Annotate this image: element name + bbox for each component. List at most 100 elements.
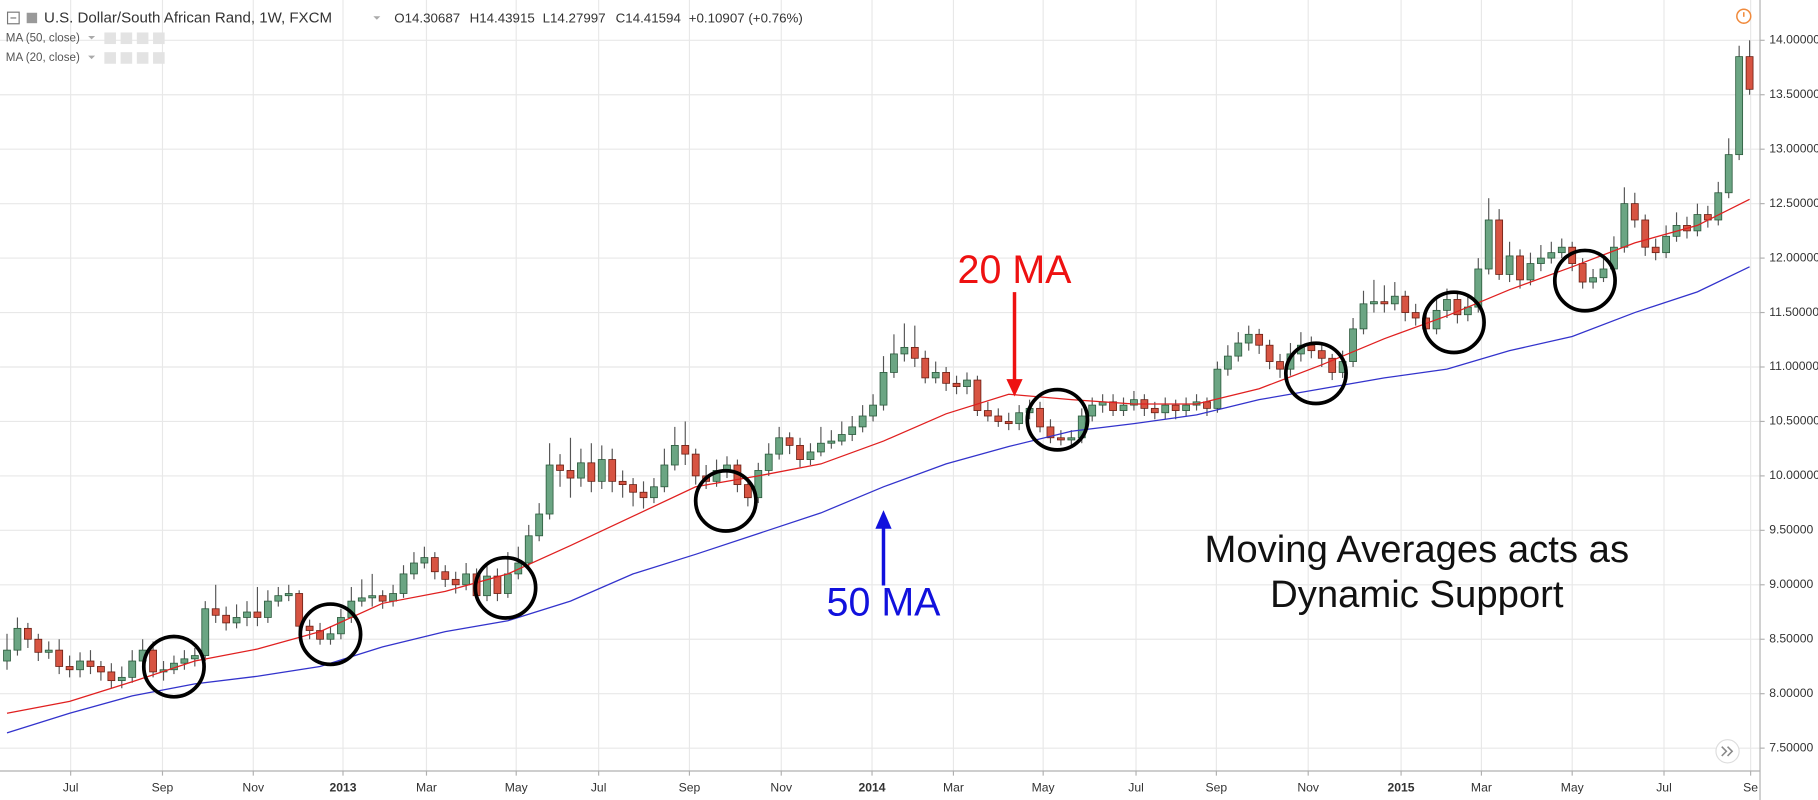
candle-body bbox=[931, 372, 940, 379]
candle-body bbox=[357, 597, 366, 602]
candle-body bbox=[775, 437, 784, 455]
support-circle bbox=[693, 468, 758, 533]
candle-body bbox=[597, 459, 606, 482]
candle-body bbox=[1171, 404, 1180, 411]
candle-body bbox=[128, 660, 137, 678]
candle-body bbox=[900, 346, 909, 355]
legend-icon[interactable] bbox=[104, 52, 116, 64]
candle-body bbox=[284, 593, 293, 597]
legend-icon[interactable] bbox=[120, 52, 133, 64]
symbol-title[interactable]: U.S. Dollar/South African Rand, 1W, FXCM bbox=[44, 10, 332, 27]
x-tick-label: Mar bbox=[416, 781, 437, 795]
x-tick-label: May bbox=[1032, 781, 1056, 795]
candle-body bbox=[1724, 154, 1733, 194]
candle-body bbox=[1662, 235, 1670, 254]
candle-body bbox=[316, 630, 324, 640]
candle-body bbox=[952, 382, 961, 388]
candle-body bbox=[44, 649, 53, 653]
candle-body bbox=[858, 415, 867, 428]
candle-body bbox=[410, 562, 418, 575]
candle-body bbox=[608, 459, 617, 482]
legend-dropdown[interactable] bbox=[88, 35, 96, 40]
annotation-20ma: 20 MA bbox=[958, 248, 1073, 292]
candle-body bbox=[535, 513, 544, 537]
support-circle bbox=[141, 634, 206, 699]
candle-body bbox=[253, 611, 262, 618]
legend-icons bbox=[104, 32, 165, 45]
candle-body bbox=[1130, 399, 1138, 406]
arrow-head-20ma bbox=[1006, 379, 1023, 397]
candle-body bbox=[441, 571, 450, 580]
candle-body bbox=[1317, 350, 1326, 359]
quote: O14.30687 H14.43915 L14.27997 C14.41594 … bbox=[394, 10, 803, 25]
x-tick-label: Se bbox=[1743, 781, 1758, 795]
candle-body bbox=[1161, 404, 1170, 414]
candle-body bbox=[827, 440, 836, 444]
candle-body bbox=[23, 627, 32, 640]
candle-body bbox=[55, 649, 64, 667]
legend-icon[interactable] bbox=[136, 52, 149, 64]
y-tick-label: 13.50000 bbox=[1769, 87, 1818, 101]
legend-icon[interactable] bbox=[153, 52, 165, 64]
candle-body bbox=[149, 649, 157, 673]
y-tick-label: 9.00000 bbox=[1769, 577, 1813, 591]
candle-body bbox=[1359, 303, 1368, 330]
quote-open: O14.30687 bbox=[394, 10, 460, 25]
candle-body bbox=[378, 595, 387, 602]
candle-body bbox=[1276, 361, 1284, 370]
candle-body bbox=[1401, 295, 1410, 313]
alert-icon[interactable] bbox=[1736, 8, 1752, 24]
x-tick-label: Sep bbox=[1206, 781, 1228, 795]
quote-high: H14.43915 bbox=[470, 10, 535, 25]
x-tick-label: Sep bbox=[679, 781, 701, 795]
scroll-to-end-button[interactable] bbox=[1715, 739, 1740, 764]
x-tick-label: Mar bbox=[1471, 781, 1492, 795]
candle-body bbox=[1453, 299, 1462, 316]
candle-body bbox=[1599, 268, 1608, 279]
candle-body bbox=[869, 404, 877, 417]
legend-icon[interactable] bbox=[136, 32, 149, 45]
candle-body bbox=[274, 595, 283, 602]
y-tick-label: 14.00000 bbox=[1769, 33, 1818, 47]
y-tick-label: 9.50000 bbox=[1769, 523, 1813, 537]
legend-dropdown[interactable] bbox=[88, 55, 96, 60]
legend-ma20[interactable]: MA (20, close) bbox=[6, 52, 80, 64]
support-circle bbox=[1025, 387, 1090, 452]
dropdown-arrow[interactable] bbox=[373, 16, 381, 20]
candle-body bbox=[890, 353, 898, 373]
legend-ma50[interactable]: MA (50, close) bbox=[6, 32, 80, 44]
annotation-50ma: 50 MA bbox=[827, 581, 942, 625]
legend-icon[interactable] bbox=[104, 32, 116, 45]
candle-body bbox=[983, 410, 992, 417]
candle-body bbox=[1203, 401, 1211, 409]
candle-body bbox=[326, 633, 335, 640]
candle-body bbox=[295, 593, 304, 627]
candle-body bbox=[785, 437, 794, 446]
legend-icon[interactable] bbox=[153, 32, 165, 45]
support-circle bbox=[298, 602, 363, 667]
candle-body bbox=[1411, 312, 1420, 319]
legend-icons bbox=[104, 52, 165, 64]
candle-body bbox=[1735, 56, 1744, 156]
candle-body bbox=[879, 372, 888, 406]
support-circle bbox=[1283, 341, 1348, 406]
candle-body bbox=[1651, 246, 1660, 254]
candle-body bbox=[86, 660, 95, 667]
x-tick-label: May bbox=[1561, 781, 1585, 795]
candle-body bbox=[1390, 295, 1399, 305]
candle-body bbox=[1547, 252, 1556, 259]
candle-body bbox=[1693, 214, 1702, 232]
candle-body bbox=[764, 453, 773, 471]
candle-body bbox=[420, 557, 429, 564]
collapse-button[interactable] bbox=[6, 11, 20, 25]
x-tick-label: 2013 bbox=[329, 781, 356, 795]
candle-body bbox=[629, 484, 637, 493]
legend-icon[interactable] bbox=[120, 32, 133, 45]
annotation-note: Moving Averages acts as bbox=[1205, 528, 1630, 571]
candle-body bbox=[910, 346, 919, 359]
annotations: 20 MA 50 MA Moving Averages acts as Dyna… bbox=[827, 248, 1630, 625]
candle-body bbox=[13, 627, 22, 651]
candle-body bbox=[337, 617, 345, 635]
